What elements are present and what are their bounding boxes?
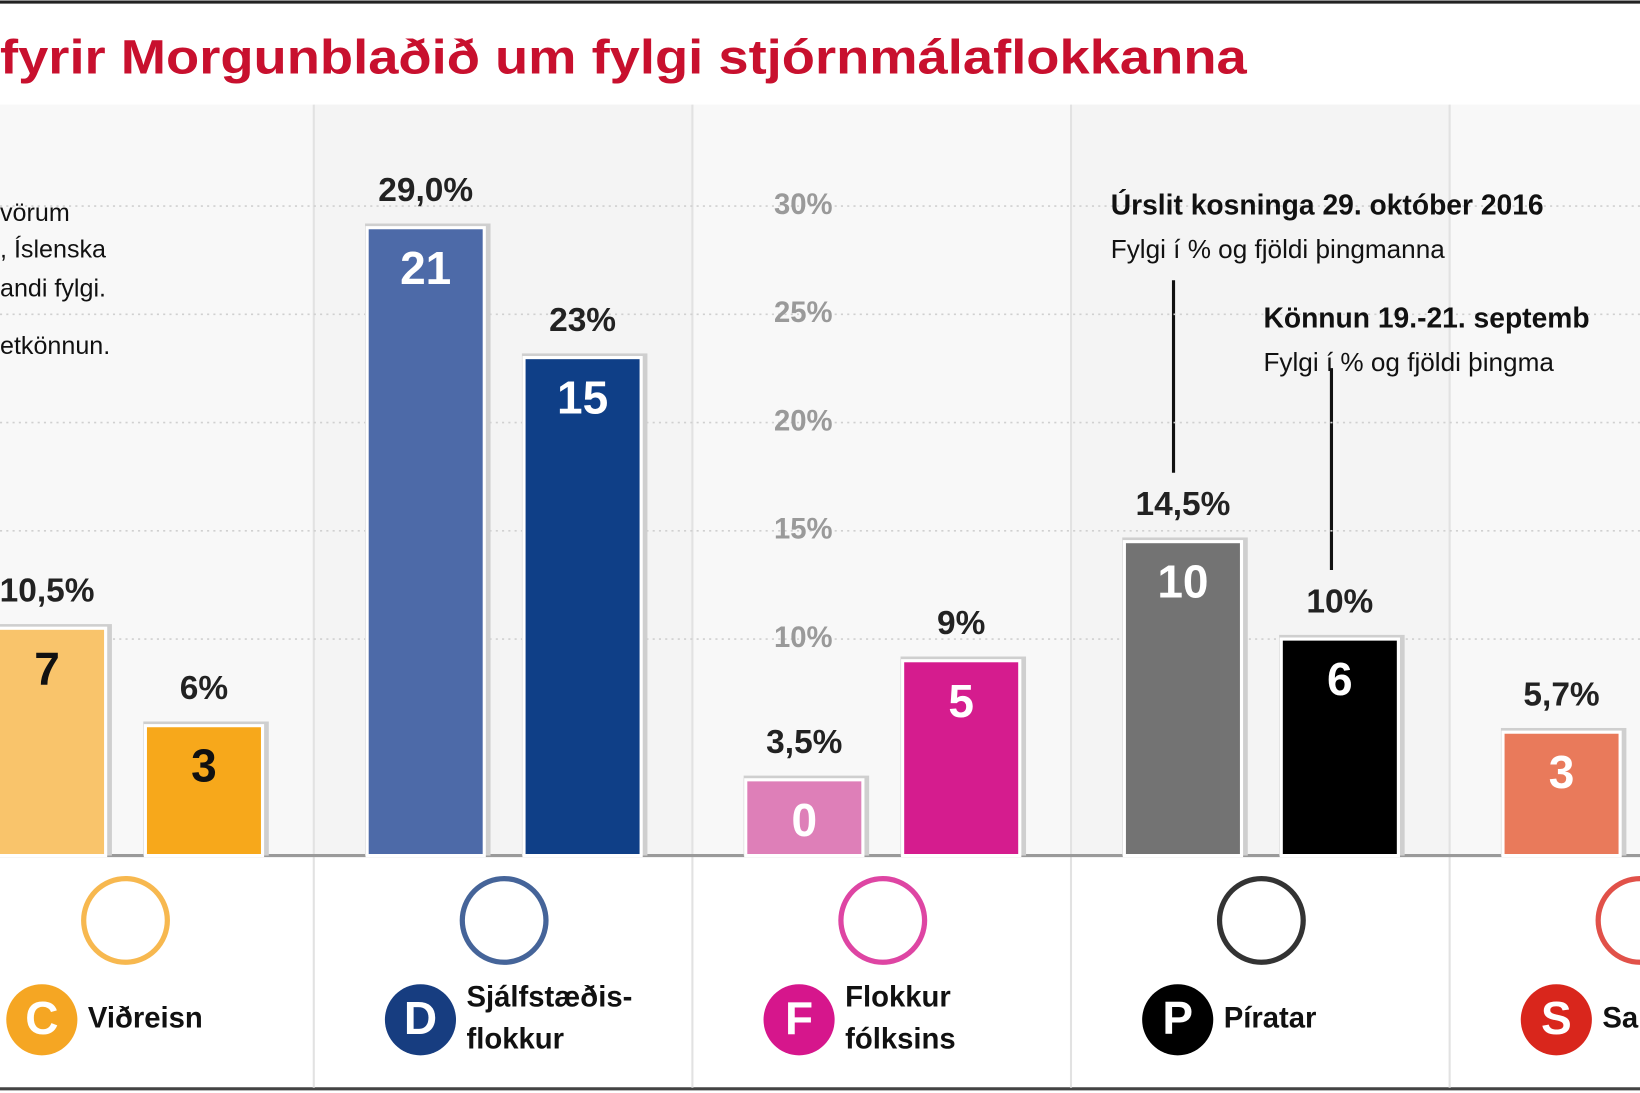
legend-note: Fylgi í % og fjöldi þingma — [1263, 347, 1554, 377]
seat-label: 7 — [34, 642, 60, 694]
y-tick-label: 20% — [774, 404, 833, 437]
legend-note: Fylgi í % og fjöldi þingmanna — [1111, 234, 1445, 264]
bar — [143, 724, 265, 858]
party-name: Sam — [1602, 1002, 1640, 1035]
bar — [901, 659, 1022, 858]
party-letter: C — [25, 992, 58, 1044]
value-label: 5,7% — [1523, 676, 1599, 713]
note: etkönnun. — [0, 332, 110, 360]
party-name: Sjálfstæðis- — [466, 981, 632, 1014]
bar — [365, 226, 486, 858]
party-logo — [1216, 875, 1306, 965]
value-label: 3,5% — [766, 724, 842, 761]
party-logo — [81, 875, 170, 965]
party-badge — [1142, 984, 1214, 1056]
note: vörum — [0, 199, 70, 227]
party-letter: F — [785, 992, 813, 1044]
bar — [0, 626, 108, 858]
value-label: 6% — [180, 670, 228, 707]
y-tick-label: 25% — [774, 296, 833, 329]
party-logo — [1595, 875, 1640, 965]
party-badge — [1520, 984, 1592, 1056]
party-letter: D — [404, 992, 437, 1044]
seat-label: 15 — [557, 372, 608, 424]
seat-label: 0 — [792, 794, 818, 846]
bar — [522, 356, 643, 858]
bar — [1501, 730, 1622, 858]
party-badge — [763, 984, 835, 1056]
bar — [1122, 540, 1244, 858]
party-letter: S — [1541, 992, 1572, 1044]
party-logo — [459, 875, 549, 965]
seat-label: 21 — [400, 242, 451, 294]
party-name: flokkur — [466, 1022, 564, 1055]
y-tick-label: 15% — [774, 513, 833, 546]
party-badge — [6, 984, 78, 1056]
value-label: 9% — [937, 605, 985, 642]
y-tick-label: 10% — [774, 621, 833, 654]
note: , Íslenska — [0, 235, 106, 264]
party-name: Flokkur — [845, 981, 951, 1014]
legend-entry: Könnun 19.-21. septemb — [1263, 302, 1589, 334]
value-label: 14,5% — [1136, 486, 1231, 523]
party-letter: P — [1162, 992, 1193, 1044]
party-badge — [384, 984, 457, 1056]
seat-label: 3 — [191, 740, 217, 792]
seat-label: 6 — [1327, 653, 1353, 705]
note: andi fylgi. — [0, 274, 106, 302]
value-label: 10% — [1306, 583, 1373, 620]
legend-entry: Úrslit kosninga 29. október 2016 — [1111, 189, 1544, 221]
party-logo — [838, 875, 928, 965]
bar — [1279, 637, 1400, 858]
value-label: 23% — [549, 302, 616, 339]
bar — [744, 778, 865, 858]
seat-label: 5 — [948, 675, 974, 727]
value-label: 29,0% — [378, 172, 473, 209]
party-name: Píratar — [1224, 1002, 1317, 1035]
seat-label: 3 — [1549, 746, 1575, 798]
value-label: 10,5% — [0, 573, 94, 610]
y-tick-label: 30% — [774, 188, 833, 221]
party-name: fólksins — [845, 1022, 956, 1055]
seat-label: 10 — [1157, 556, 1208, 608]
party-name: Viðreisn — [88, 1002, 203, 1035]
chart-title: fyrir Morgunblaðið um fylgi stjórnmálafl… — [0, 30, 1248, 84]
